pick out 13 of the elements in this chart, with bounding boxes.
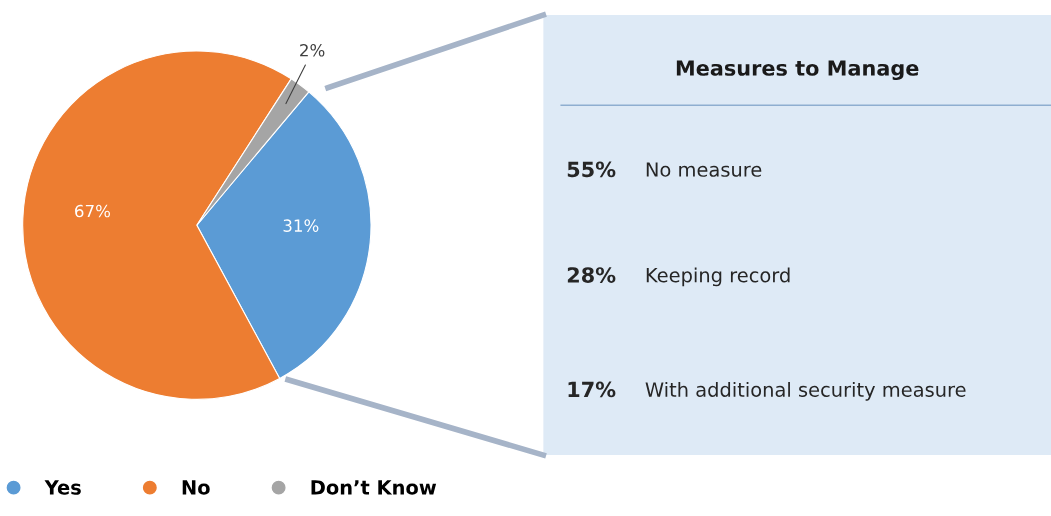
legend-label: Yes [44,480,81,495]
text: 17% [568,381,616,398]
data-label: 31% [283,219,319,232]
text: With additional security measure [645,381,966,401]
legend-label: No [182,480,210,495]
data-label: 2% [300,43,325,57]
legend-label: Don’t Know [311,480,437,495]
text: No measure [646,162,762,177]
data-label: 67% [75,204,111,218]
text: Keeping record [646,267,790,287]
text: 55% [567,161,616,178]
text: Measures to Manage [676,60,919,81]
text: 28% [567,267,616,283]
